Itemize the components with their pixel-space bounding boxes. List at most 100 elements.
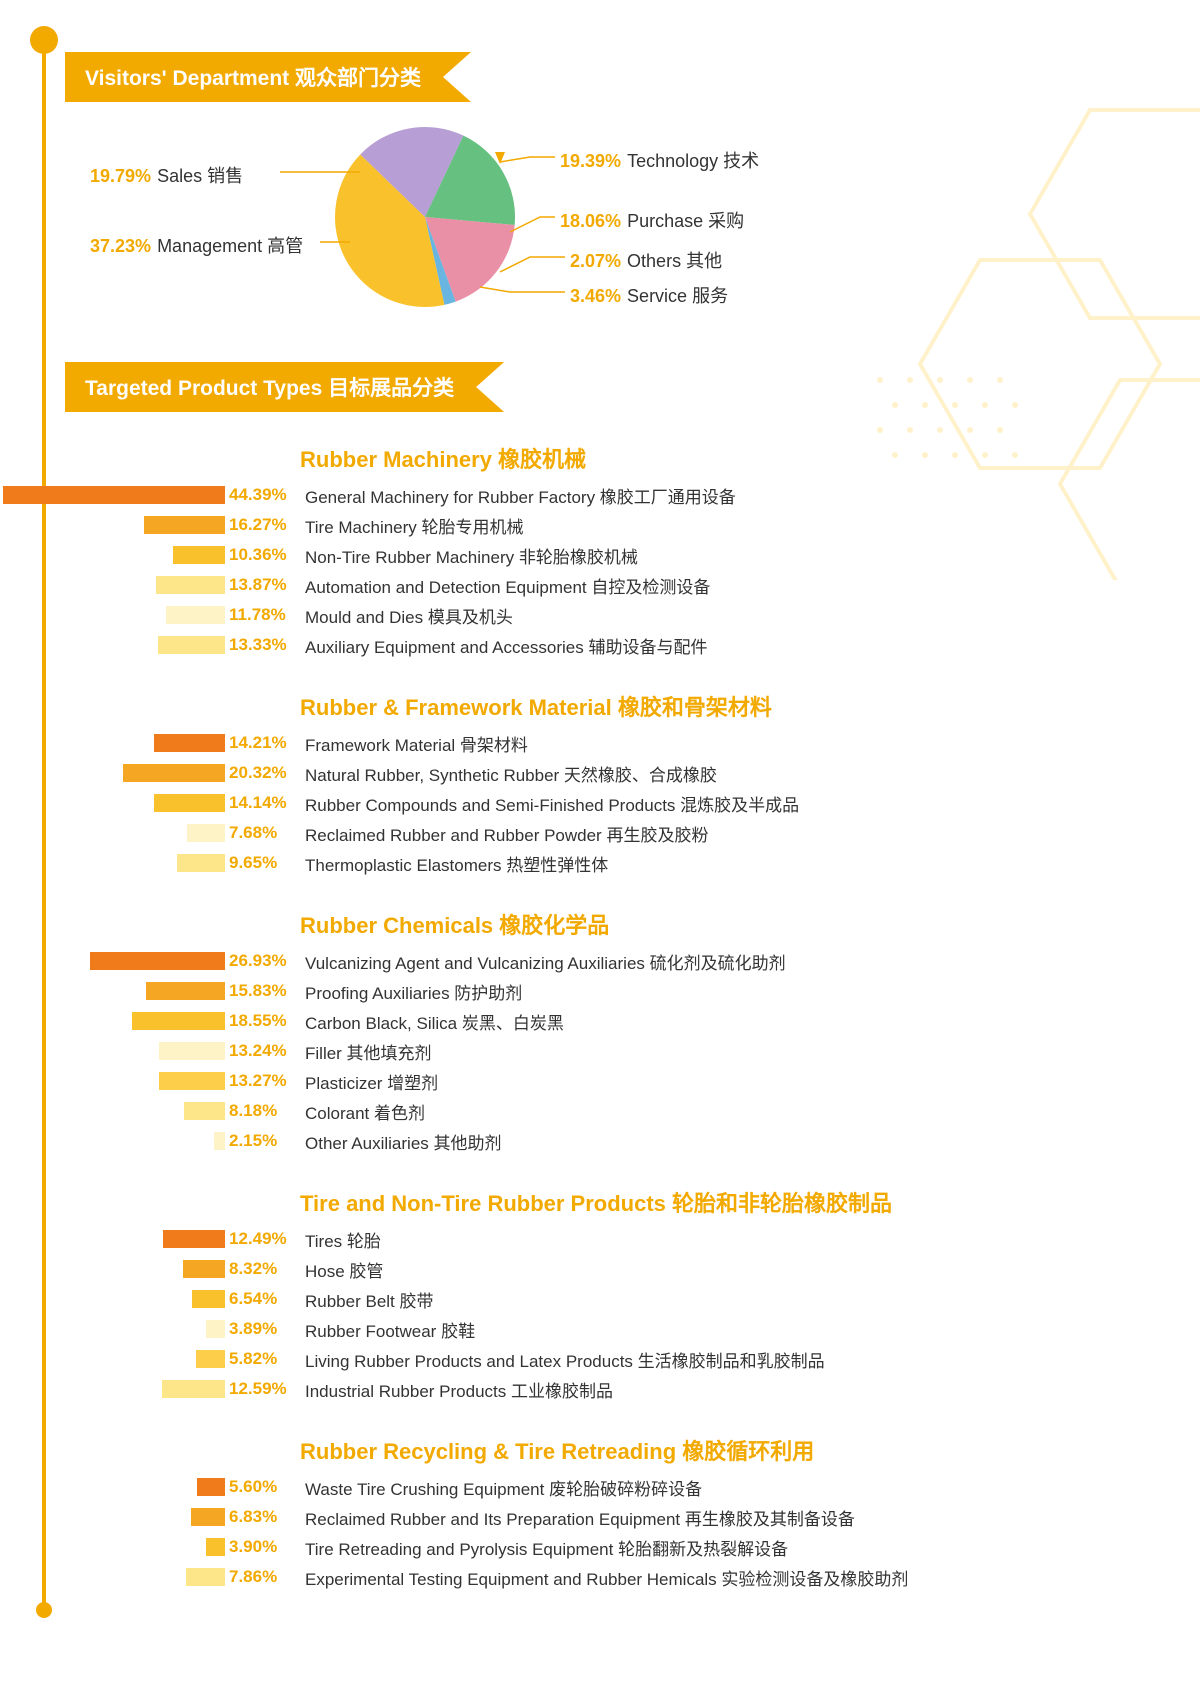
section-title: Rubber Chemicals 橡胶化学品 [300, 908, 1200, 940]
bar-label: Proofing Auxiliaries 防护助剂 [305, 979, 522, 1004]
bar-row: 7.68%Reclaimed Rubber and Rubber Powder … [0, 818, 1200, 848]
bar-fill [144, 516, 225, 534]
bar-pct: 11.78% [229, 605, 303, 625]
bar-row: 10.36%Non-Tire Rubber Machinery 非轮胎橡胶机械 [0, 540, 1200, 570]
pie-svg [330, 122, 530, 322]
bar-pct: 14.21% [229, 733, 303, 753]
bar-row: 13.87%Automation and Detection Equipment… [0, 570, 1200, 600]
bar-label: Plasticizer 增塑剂 [305, 1069, 438, 1094]
bar-row: 44.39%General Machinery for Rubber Facto… [0, 480, 1200, 510]
section-title: Rubber Recycling & Tire Retreading 橡胶循环利… [300, 1434, 1200, 1466]
bar-pct: 14.14% [229, 793, 303, 813]
bar-fill [186, 1568, 225, 1586]
section-title: Rubber Machinery 橡胶机械 [300, 442, 1200, 474]
bar-row: 13.27%Plasticizer 增塑剂 [0, 1066, 1200, 1096]
bar-row: 5.82%Living Rubber Products and Latex Pr… [0, 1344, 1200, 1374]
pie-chart: 19.79%Sales 销售 37.23%Management 高管 19.39%T… [0, 122, 1200, 352]
bar-label: Carbon Black, Silica 炭黑、白炭黑 [305, 1009, 564, 1034]
bar-fill [184, 1102, 225, 1120]
bar-pct: 20.32% [229, 763, 303, 783]
bar-label: Rubber Footwear 胶鞋 [305, 1317, 475, 1342]
bar-label: Natural Rubber, Synthetic Rubber 天然橡胶、合成… [305, 761, 717, 786]
bar-fill [154, 734, 225, 752]
pie-label: 19.79%Sales 销售 [90, 162, 243, 188]
bar-row: 20.32%Natural Rubber, Synthetic Rubber 天… [0, 758, 1200, 788]
bar-label: Mould and Dies 模具及机头 [305, 603, 513, 628]
bar-fill [177, 854, 225, 872]
bar-pct: 44.39% [229, 485, 303, 505]
bar-fill [159, 1072, 225, 1090]
bar-pct: 13.87% [229, 575, 303, 595]
bar-label: Tire Machinery 轮胎专用机械 [305, 513, 524, 538]
bar-label: Non-Tire Rubber Machinery 非轮胎橡胶机械 [305, 543, 638, 568]
bar-row: 12.59%Industrial Rubber Products 工业橡胶制品 [0, 1374, 1200, 1404]
bar-fill [166, 606, 225, 624]
pie-label: 37.23%Management 高管 [90, 232, 303, 258]
section-title: Tire and Non-Tire Rubber Products 轮胎和非轮胎… [300, 1186, 1200, 1218]
bar-label: Living Rubber Products and Latex Product… [305, 1347, 825, 1372]
bar-fill [159, 1042, 225, 1060]
section-title: Rubber & Framework Material 橡胶和骨架材料 [300, 690, 1200, 722]
bar-label: Tire Retreading and Pyrolysis Equipment … [305, 1535, 788, 1560]
bar-label: Reclaimed Rubber and Its Preparation Equ… [305, 1505, 855, 1530]
bar-label: Filler 其他填充剂 [305, 1039, 432, 1064]
bar-fill [192, 1290, 225, 1308]
bar-row: 8.32%Hose 胶管 [0, 1254, 1200, 1284]
bar-fill [163, 1230, 225, 1248]
bar-fill [206, 1538, 226, 1556]
bar-pct: 7.68% [229, 823, 303, 843]
bar-pct: 26.93% [229, 951, 303, 971]
pie-label: 19.39%Technology 技术 [560, 147, 759, 173]
bar-pct: 9.65% [229, 853, 303, 873]
bar-pct: 12.59% [229, 1379, 303, 1399]
bar-pct: 18.55% [229, 1011, 303, 1031]
bar-fill [123, 764, 225, 782]
bar-row: 3.90%Tire Retreading and Pyrolysis Equip… [0, 1532, 1200, 1562]
bar-fill [214, 1132, 225, 1150]
pie-label: 18.06%Purchase 采购 [560, 207, 744, 233]
bar-row: 26.93%Vulcanizing Agent and Vulcanizing … [0, 946, 1200, 976]
pie-label: 2.07%Others 其他 [570, 247, 722, 273]
bar-pct: 13.27% [229, 1071, 303, 1091]
bar-pct: 6.83% [229, 1507, 303, 1527]
bar-pct: 13.24% [229, 1041, 303, 1061]
bar-fill [173, 546, 225, 564]
bar-label: Automation and Detection Equipment 自控及检测… [305, 573, 710, 598]
bar-row: 13.33%Auxiliary Equipment and Accessorie… [0, 630, 1200, 660]
bar-pct: 8.18% [229, 1101, 303, 1121]
bar-label: Other Auxiliaries 其他助剂 [305, 1129, 502, 1154]
bar-pct: 3.89% [229, 1319, 303, 1339]
bar-label: Vulcanizing Agent and Vulcanizing Auxili… [305, 949, 786, 974]
bar-fill [90, 952, 225, 970]
bar-row: 18.55%Carbon Black, Silica 炭黑、白炭黑 [0, 1006, 1200, 1036]
bar-pct: 8.32% [229, 1259, 303, 1279]
pie-label: 3.46%Service 服务 [570, 282, 728, 308]
bar-fill [158, 636, 225, 654]
bar-row: 6.54%Rubber Belt 胶带 [0, 1284, 1200, 1314]
bar-fill [206, 1320, 225, 1338]
bar-label: Tires 轮胎 [305, 1227, 381, 1252]
bar-pct: 13.33% [229, 635, 303, 655]
bar-label: Rubber Belt 胶带 [305, 1287, 434, 1312]
bar-row: 3.89%Rubber Footwear 胶鞋 [0, 1314, 1200, 1344]
bar-row: 8.18%Colorant 着色剂 [0, 1096, 1200, 1126]
bar-pct: 16.27% [229, 515, 303, 535]
bar-row: 14.14%Rubber Compounds and Semi-Finished… [0, 788, 1200, 818]
bar-fill [162, 1380, 225, 1398]
bar-label: Thermoplastic Elastomers 热塑性弹性体 [305, 851, 608, 876]
timeline-dot-bottom [36, 1602, 52, 1618]
bar-label: Hose 胶管 [305, 1257, 383, 1282]
bar-row: 13.24%Filler 其他填充剂 [0, 1036, 1200, 1066]
bar-pct: 5.60% [229, 1477, 303, 1497]
bar-pct: 12.49% [229, 1229, 303, 1249]
ribbon-visitors: Visitors' Department 观众部门分类 [65, 52, 471, 102]
bar-row: 7.86%Experimental Testing Equipment and … [0, 1562, 1200, 1592]
bar-row: 6.83%Reclaimed Rubber and Its Preparatio… [0, 1502, 1200, 1532]
bar-pct: 15.83% [229, 981, 303, 1001]
bar-row: 12.49%Tires 轮胎 [0, 1224, 1200, 1254]
bar-label: Industrial Rubber Products 工业橡胶制品 [305, 1377, 613, 1402]
bar-fill [196, 1350, 225, 1368]
bar-pct: 10.36% [229, 545, 303, 565]
bar-pct: 3.90% [229, 1537, 303, 1557]
bar-fill [156, 576, 225, 594]
